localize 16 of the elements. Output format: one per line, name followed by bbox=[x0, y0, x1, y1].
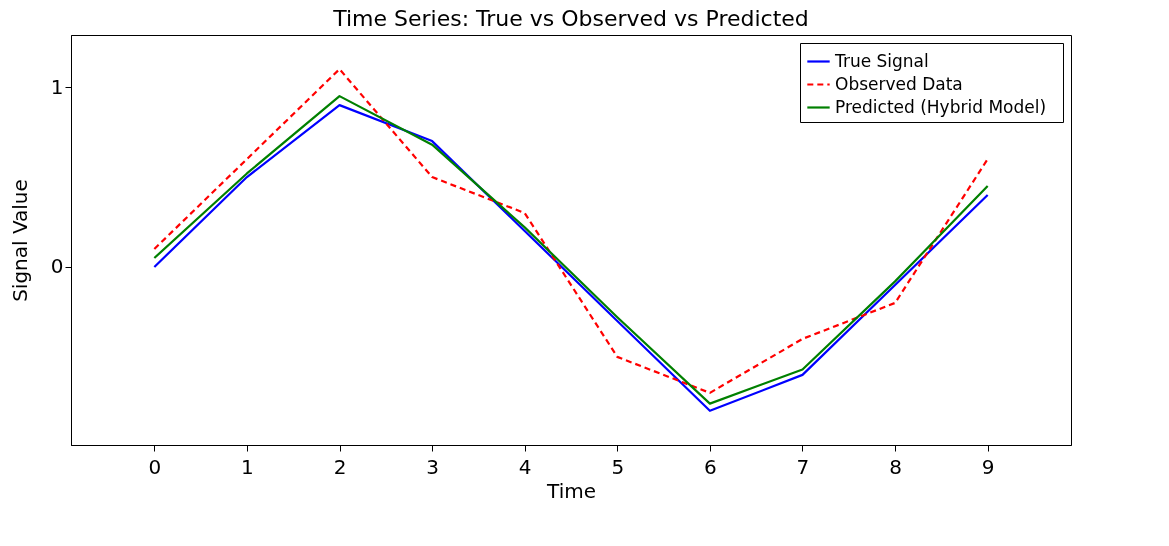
x-axis-title: Time bbox=[546, 478, 596, 503]
legend-label: Predicted (Hybrid Model) bbox=[835, 96, 1047, 117]
x-tick-label: 1 bbox=[241, 454, 254, 479]
x-tick-label: 6 bbox=[704, 454, 717, 479]
x-tick-label: 8 bbox=[889, 454, 902, 479]
x-tick-label: 5 bbox=[611, 454, 625, 479]
x-tick-label: 7 bbox=[796, 454, 810, 479]
x-tick-label: 3 bbox=[426, 454, 439, 479]
legend-label: Observed Data bbox=[835, 73, 963, 94]
chart-title: Time Series: True vs Observed vs Predicted bbox=[332, 6, 809, 31]
legend-label: True Signal bbox=[834, 50, 929, 71]
y-axis-title: Signal Value bbox=[7, 179, 32, 302]
x-tick-label: 4 bbox=[518, 454, 532, 479]
x-tick-label: 2 bbox=[333, 454, 347, 479]
x-tick-label: 9 bbox=[981, 454, 995, 479]
x-tick-label: 0 bbox=[148, 454, 162, 479]
